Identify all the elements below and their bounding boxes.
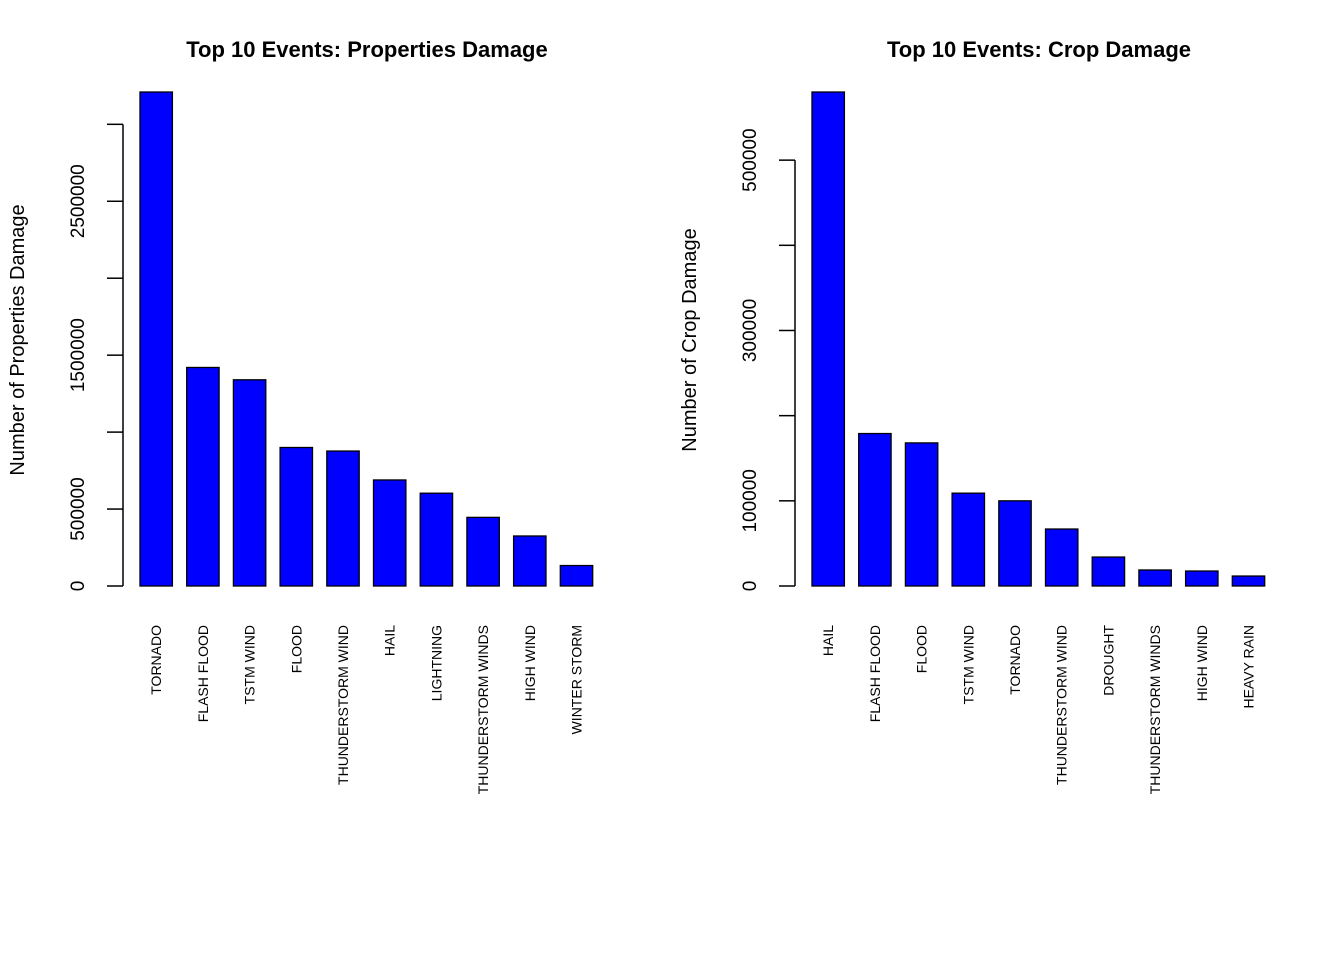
x-tick-label: HAIL [820, 625, 836, 656]
bar [512, 535, 547, 587]
x-tick-label: HAIL [382, 625, 398, 656]
bar [858, 432, 892, 587]
bar [1184, 570, 1219, 587]
x-tick-label: FLASH FLOOD [867, 625, 883, 722]
bar [1231, 575, 1266, 587]
bar [811, 91, 846, 587]
chart-title: Top 10 Events: Crop Damage [887, 37, 1191, 62]
x-tick-label: DROUGHT [1100, 625, 1116, 696]
y-tick-label: 0 [740, 581, 761, 592]
x-tick-label: THUNDERSTORM WIND [1054, 625, 1070, 785]
bar [232, 379, 267, 587]
x-tick-label: TSTM WIND [960, 625, 976, 704]
y-tick-label: 500000 [740, 128, 761, 191]
y-axis-label: Number of Properties Damage [7, 204, 29, 475]
y-tick-label: 2500000 [68, 164, 89, 238]
bar [1138, 569, 1172, 587]
x-tick-label: FLOOD [914, 625, 930, 673]
y-tick-label: 0 [68, 581, 89, 592]
chart-title: Top 10 Events: Properties Damage [186, 37, 548, 62]
x-tick-label: HIGH WIND [522, 625, 538, 701]
bar [419, 492, 454, 587]
x-tick-label: FLASH FLOOD [195, 625, 211, 722]
x-tick-label: THUNDERSTORM WIND [335, 625, 351, 785]
bar [998, 500, 1032, 587]
y-axis-label: Number of Crop Damage [679, 228, 701, 451]
x-tick-label: WINTER STORM [569, 625, 585, 734]
x-tick-label: TORNADO [148, 625, 164, 695]
y-tick-label: 100000 [740, 469, 761, 532]
bar [186, 366, 220, 587]
bar [279, 446, 314, 587]
y-tick-label: 1500000 [68, 318, 89, 392]
bar [326, 450, 360, 587]
x-tick-label: FLOOD [288, 625, 304, 673]
x-tick-label: TORNADO [1007, 625, 1023, 695]
bar [1091, 556, 1126, 587]
x-tick-label: THUNDERSTORM WINDS [1147, 625, 1163, 794]
bar [559, 564, 594, 587]
y-tick-label: 500000 [68, 477, 89, 540]
x-tick-label: LIGHTNING [428, 625, 444, 701]
x-tick-label: HEAVY RAIN [1241, 625, 1257, 709]
y-tick-label: 300000 [740, 299, 761, 362]
x-tick-label: HIGH WIND [1194, 625, 1210, 701]
bar [139, 91, 174, 587]
bar [466, 516, 500, 587]
x-tick-label: TSTM WIND [242, 625, 258, 704]
bar [951, 492, 986, 587]
bar [904, 442, 939, 587]
bar [372, 479, 407, 587]
x-tick-label: THUNDERSTORM WINDS [475, 625, 491, 794]
bar [1044, 528, 1079, 587]
